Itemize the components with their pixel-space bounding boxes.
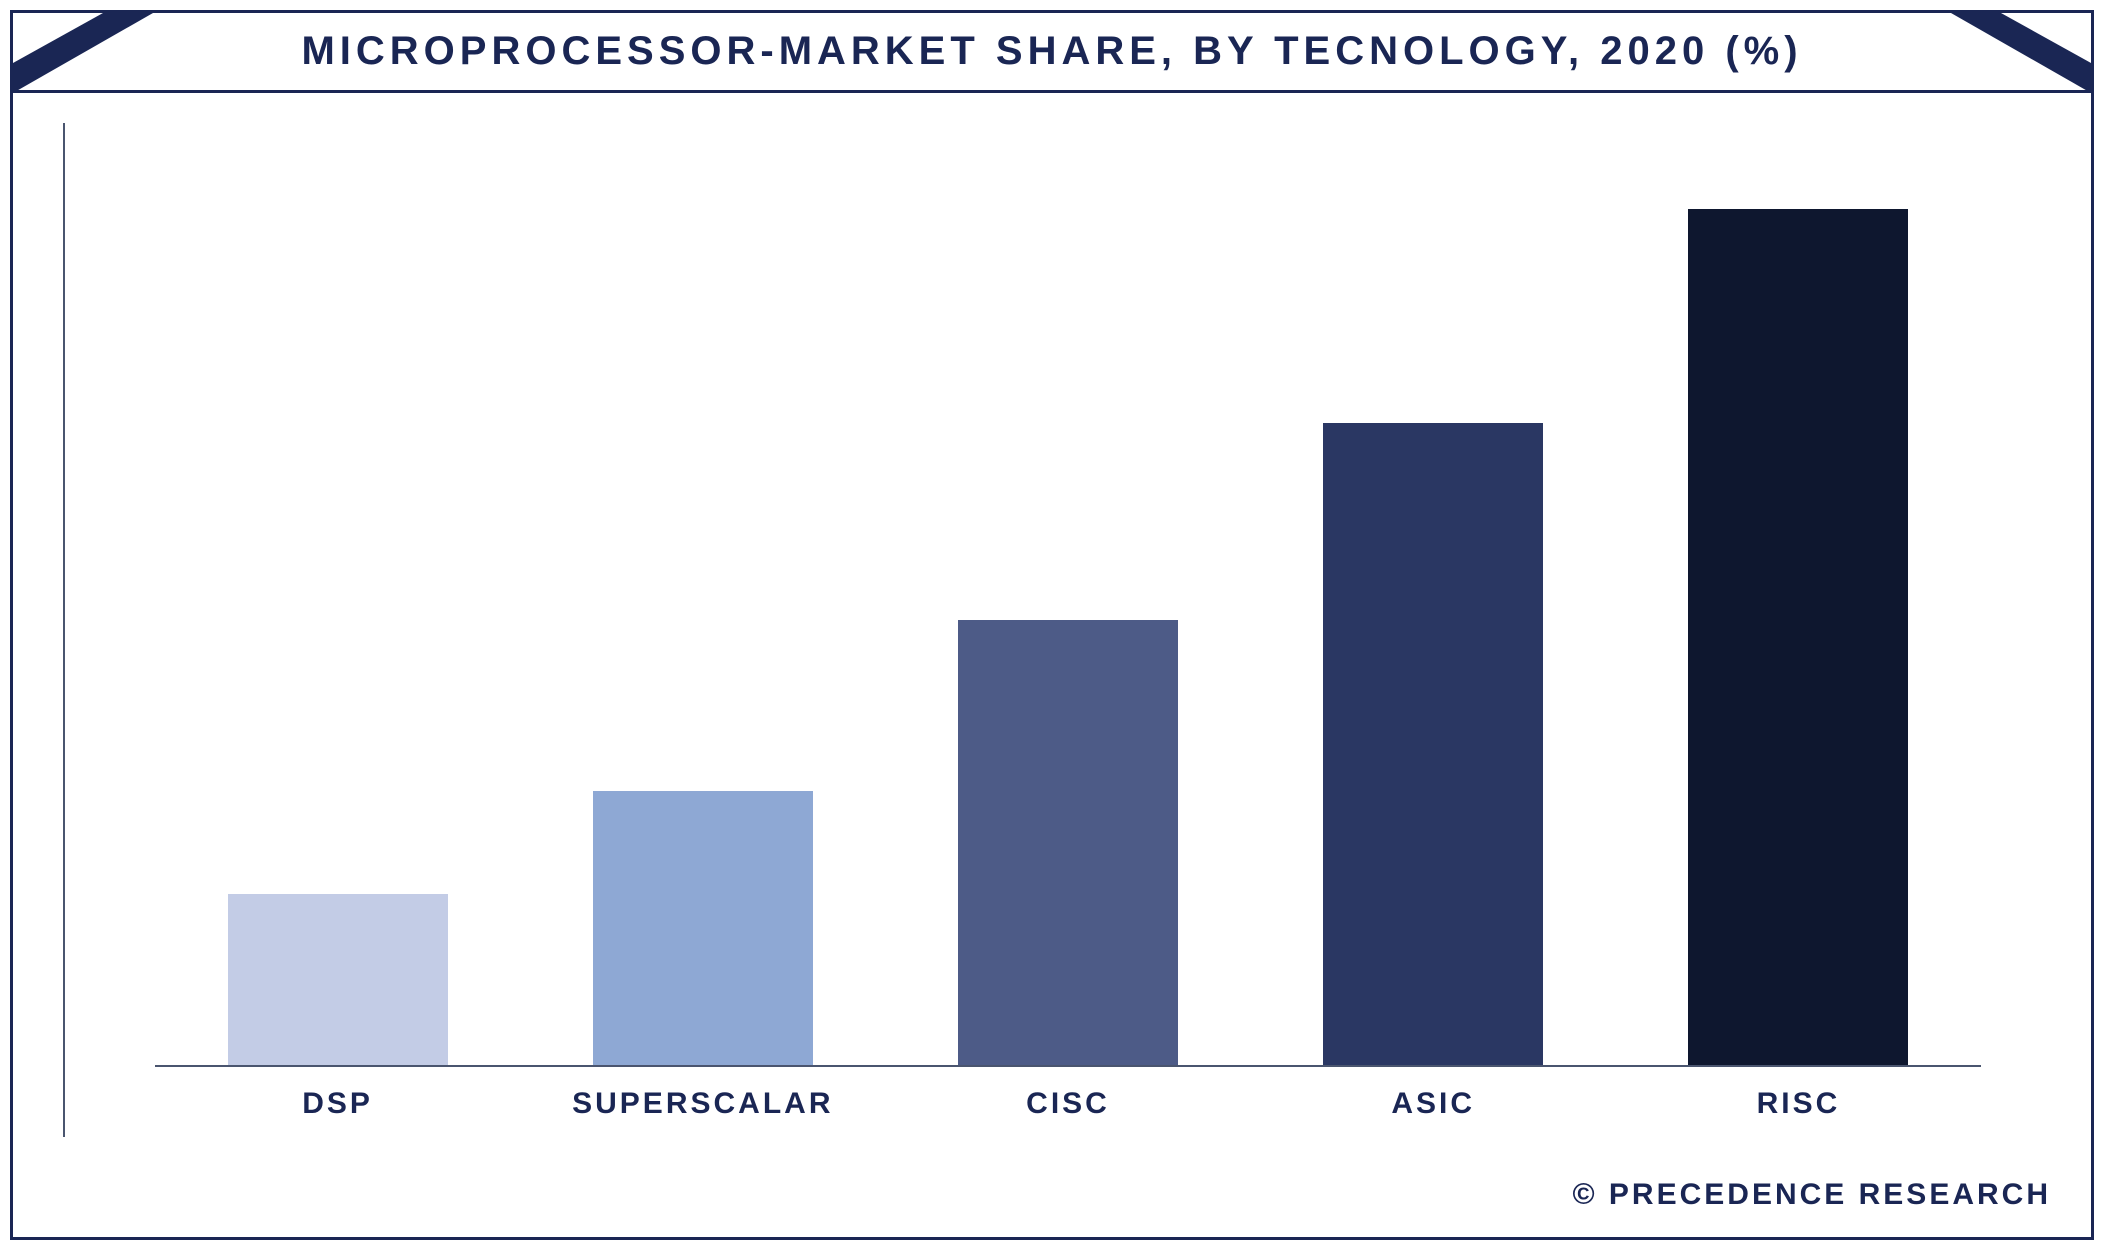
x-label: CISC (885, 1067, 1250, 1137)
bar-slot (1251, 123, 1616, 1065)
x-axis-labels: DSP SUPERSCALAR CISC ASIC RISC (155, 1067, 1981, 1137)
bar-risc (1688, 209, 1908, 1065)
title-bar: MICROPROCESSOR-MARKET SHARE, BY TECNOLOG… (13, 13, 2091, 93)
bar-cisc (958, 620, 1178, 1065)
x-label: DSP (155, 1067, 520, 1137)
bar-slot (520, 123, 885, 1065)
chart-title: MICROPROCESSOR-MARKET SHARE, BY TECNOLOG… (301, 29, 1802, 74)
bar-superscalar (593, 791, 813, 1065)
bar-slot (1616, 123, 1981, 1065)
x-label: ASIC (1251, 1067, 1616, 1137)
chart-frame: MICROPROCESSOR-MARKET SHARE, BY TECNOLOG… (10, 10, 2094, 1240)
corner-decoration (13, 13, 103, 63)
chart-area: DSP SUPERSCALAR CISC ASIC RISC (63, 123, 2041, 1137)
plot-region (155, 123, 1981, 1067)
copyright-footer: © PRECEDENCE RESEARCH (1572, 1178, 2051, 1212)
bar-dsp (228, 894, 448, 1065)
x-label: RISC (1616, 1067, 1981, 1137)
x-label: SUPERSCALAR (520, 1067, 885, 1137)
bar-slot (885, 123, 1250, 1065)
corner-decoration (2001, 13, 2091, 63)
bar-asic (1323, 423, 1543, 1065)
bar-slot (155, 123, 520, 1065)
bars-container (155, 123, 1981, 1065)
